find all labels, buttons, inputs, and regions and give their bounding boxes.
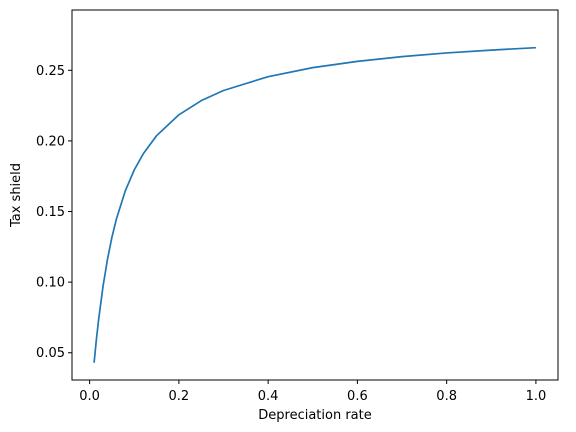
x-axis-ticks: 0.0 0.2 0.4 0.6 0.8 1.0 [79, 380, 546, 404]
x-tick-label: 0.2 [169, 389, 190, 404]
y-tick-label: 0.15 [36, 205, 65, 220]
x-tick-label: 0.4 [258, 389, 279, 404]
x-axis-label: Depreciation rate [258, 408, 371, 423]
x-tick-label: 0.0 [79, 389, 100, 404]
y-tick-label: 0.20 [36, 134, 65, 149]
y-axis-label: Tax shield [9, 163, 24, 228]
x-tick-label: 1.0 [526, 389, 547, 404]
x-tick-label: 0.8 [436, 389, 457, 404]
plot-area [93, 46, 536, 363]
plot-frame [71, 9, 559, 381]
x-tick-label: 0.6 [347, 389, 368, 404]
y-tick-label: 0.05 [36, 346, 65, 361]
y-axis-ticks: 0.05 0.10 0.15 0.20 0.25 [36, 64, 72, 361]
y-tick-label: 0.25 [36, 64, 65, 79]
series-line-0 [93, 46, 536, 363]
y-tick-label: 0.10 [36, 276, 65, 291]
